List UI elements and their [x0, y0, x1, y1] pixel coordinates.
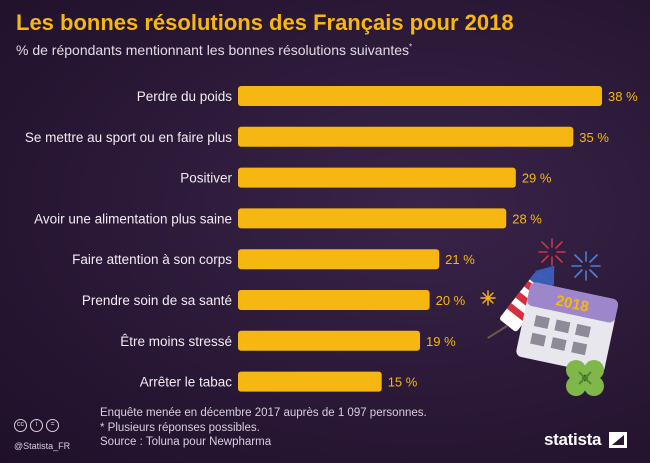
survey-note: Enquête menée en décembre 2017 auprès de…: [100, 407, 427, 419]
chart-title: Les bonnes résolutions des Français pour…: [16, 10, 514, 35]
brand-name: statista: [544, 430, 602, 449]
category-label: Se mettre au sport ou en faire plus: [25, 130, 232, 145]
value-label: 28 %: [512, 211, 542, 226]
four-leaf-clover-icon: [566, 360, 604, 396]
statista-logo[interactable]: statista: [544, 430, 627, 450]
source-note: Source : Toluna pour Newpharma: [100, 436, 272, 448]
bar: [238, 208, 507, 229]
category-label: Être moins stressé: [120, 334, 232, 349]
chart-subtitle: % de répondants mentionnant les bonnes r…: [16, 42, 412, 58]
attribution-icon: i: [30, 419, 43, 432]
bar: [238, 330, 421, 351]
creative-commons-icon: cc: [14, 419, 27, 432]
value-label: 29 %: [522, 171, 552, 186]
firework-burst-icon: [571, 251, 601, 281]
category-label: Perdre du poids: [137, 89, 233, 104]
multiple-answers-note: * Plusieurs réponses possibles.: [100, 421, 260, 434]
category-label: Arrêter le tabac: [140, 375, 233, 390]
twitter-handle: @Statista_FR: [14, 441, 71, 451]
category-label: Positiver: [180, 171, 232, 186]
new-year-illustration: 2018: [480, 238, 618, 396]
calendar-year-label: 2018: [554, 292, 590, 316]
bar: [238, 126, 574, 147]
equal-icon: =: [46, 419, 59, 432]
value-label: 35 %: [579, 130, 609, 145]
category-label: Prendre soin de sa santé: [82, 293, 232, 308]
bar: [238, 290, 430, 310]
footer-notes: Enquête menée en décembre 2017 auprès de…: [100, 406, 427, 450]
bar-chart: Perdre du poids 38 % Se mettre au sport ou…: [25, 86, 638, 392]
firework-burst-icon: [538, 238, 566, 266]
spark-icon: [480, 290, 496, 306]
value-label: 20 %: [436, 293, 466, 308]
bar: [238, 167, 516, 188]
calendar-icon: 2018: [516, 282, 618, 374]
category-label: Avoir une alimentation plus saine: [34, 211, 232, 226]
statista-mark-icon: [608, 432, 627, 448]
license-icons: cc i =: [14, 419, 62, 437]
bar: [238, 86, 603, 106]
value-label: 15 %: [388, 375, 418, 390]
subtitle-text: % de répondants mentionnant les bonnes r…: [16, 42, 410, 58]
subtitle-footnote-mark: *: [409, 42, 413, 52]
bar: [238, 249, 440, 270]
category-label: Faire attention à son corps: [72, 252, 232, 267]
bar: [238, 371, 382, 392]
value-label: 38 %: [608, 89, 638, 104]
value-label: 21 %: [445, 252, 475, 267]
value-label: 19 %: [426, 334, 456, 349]
